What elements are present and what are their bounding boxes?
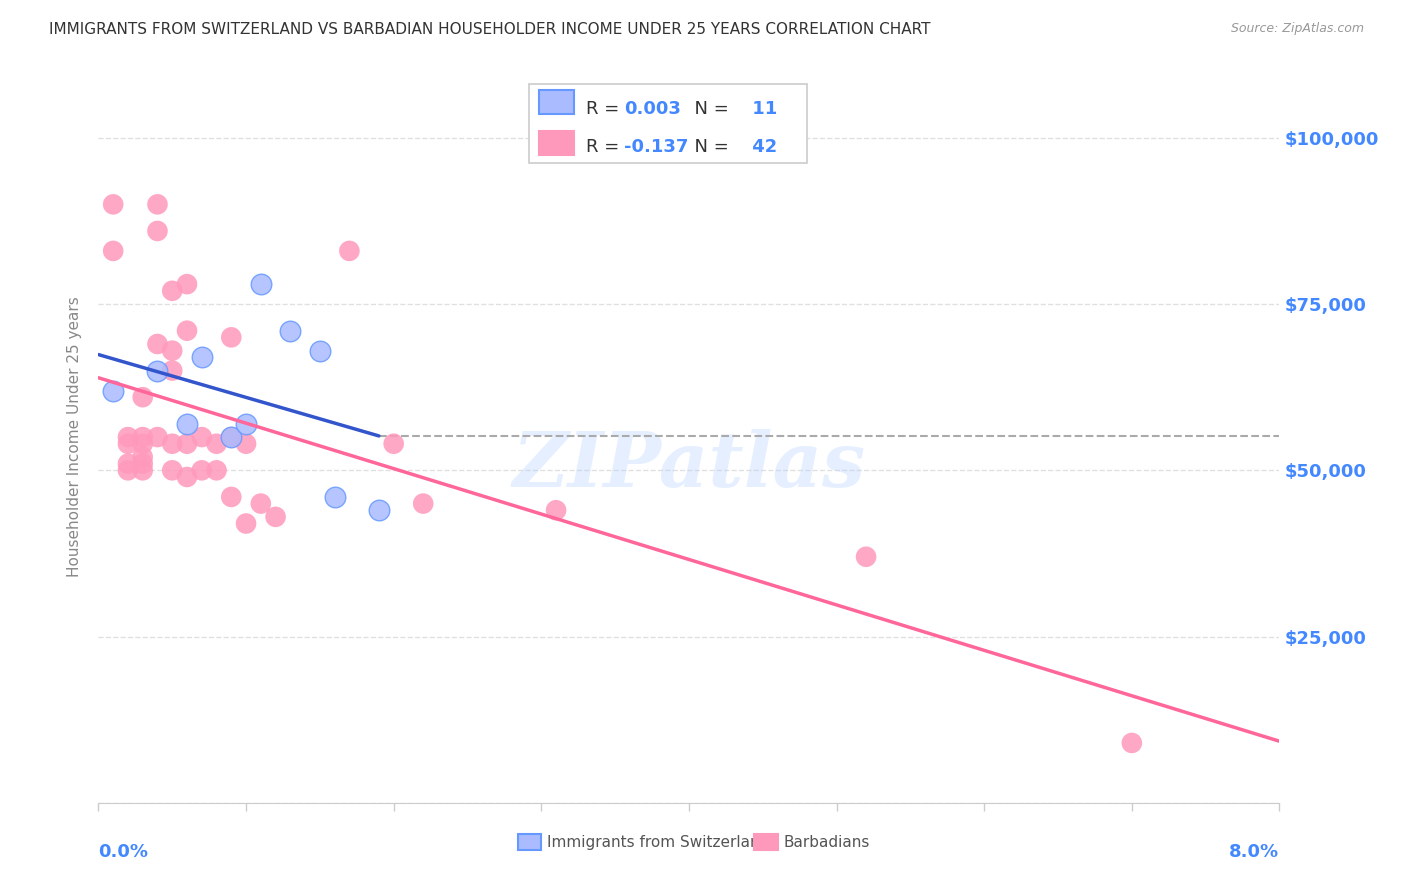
Bar — [754, 834, 778, 850]
Point — [235, 436, 257, 450]
Y-axis label: Householder Income Under 25 years: Householder Income Under 25 years — [67, 297, 83, 577]
Point — [103, 384, 125, 398]
Text: -0.137: -0.137 — [624, 138, 689, 156]
Point — [855, 549, 877, 564]
Point — [176, 324, 198, 338]
Point — [191, 430, 214, 444]
FancyBboxPatch shape — [530, 84, 807, 163]
Text: N =: N = — [683, 138, 734, 156]
Point — [162, 343, 183, 358]
Text: Immigrants from Switzerland: Immigrants from Switzerland — [547, 835, 769, 850]
Point — [412, 497, 434, 511]
Bar — [538, 90, 575, 114]
Point — [323, 490, 346, 504]
Point — [176, 277, 198, 292]
Point — [368, 503, 391, 517]
Point — [162, 284, 183, 298]
Text: ZIPatlas: ZIPatlas — [512, 429, 866, 503]
Point — [191, 351, 214, 365]
Point — [117, 430, 139, 444]
Text: R =: R = — [586, 138, 626, 156]
Point — [205, 436, 228, 450]
Point — [235, 516, 257, 531]
Point — [221, 330, 243, 344]
Text: N =: N = — [683, 100, 734, 118]
Point — [191, 463, 214, 477]
Point — [132, 430, 155, 444]
Point — [546, 503, 568, 517]
Point — [146, 430, 169, 444]
Point — [205, 463, 228, 477]
Point — [382, 436, 405, 450]
Point — [176, 470, 198, 484]
Point — [264, 509, 287, 524]
Point — [250, 497, 273, 511]
Text: 0.003: 0.003 — [624, 100, 681, 118]
Point — [250, 277, 273, 292]
Point — [162, 363, 183, 377]
Point — [146, 224, 169, 238]
Point — [280, 324, 302, 338]
Text: 0.0%: 0.0% — [98, 843, 149, 861]
Text: 8.0%: 8.0% — [1229, 843, 1279, 861]
Point — [132, 450, 155, 464]
Point — [339, 244, 361, 258]
Text: Source: ZipAtlas.com: Source: ZipAtlas.com — [1230, 22, 1364, 36]
Point — [146, 363, 169, 377]
Point — [146, 337, 169, 351]
Point — [221, 430, 243, 444]
Text: 42: 42 — [745, 138, 778, 156]
Point — [309, 343, 332, 358]
Point — [162, 436, 183, 450]
Text: Barbadians: Barbadians — [783, 835, 870, 850]
Point — [235, 417, 257, 431]
Text: IMMIGRANTS FROM SWITZERLAND VS BARBADIAN HOUSEHOLDER INCOME UNDER 25 YEARS CORRE: IMMIGRANTS FROM SWITZERLAND VS BARBADIAN… — [49, 22, 931, 37]
Text: 11: 11 — [745, 100, 778, 118]
Point — [221, 430, 243, 444]
Point — [117, 436, 139, 450]
Point — [1121, 736, 1143, 750]
Point — [176, 436, 198, 450]
Point — [146, 197, 169, 211]
Point — [117, 457, 139, 471]
Point — [103, 244, 125, 258]
Point — [132, 390, 155, 404]
Point — [132, 457, 155, 471]
Bar — [538, 131, 575, 155]
Text: R =: R = — [586, 100, 626, 118]
Point — [132, 436, 155, 450]
Point — [103, 197, 125, 211]
Point — [221, 490, 243, 504]
Point — [176, 417, 198, 431]
Bar — [517, 834, 541, 850]
Point — [162, 463, 183, 477]
Point — [117, 463, 139, 477]
Point — [132, 463, 155, 477]
